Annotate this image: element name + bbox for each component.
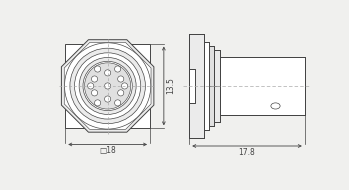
Text: 17.8: 17.8 [239, 148, 255, 157]
Circle shape [121, 83, 128, 89]
Circle shape [118, 90, 124, 96]
Circle shape [114, 100, 121, 106]
Bar [209, 46, 214, 126]
Polygon shape [64, 43, 151, 129]
Bar [65, 44, 150, 128]
Text: 13.5: 13.5 [166, 78, 175, 94]
Bar [189, 69, 195, 103]
Bar [189, 34, 204, 138]
Circle shape [105, 96, 111, 102]
Ellipse shape [271, 103, 280, 109]
Circle shape [91, 90, 98, 96]
Circle shape [105, 70, 111, 76]
Circle shape [105, 83, 111, 89]
Circle shape [118, 76, 124, 82]
Circle shape [83, 61, 132, 111]
Bar [214, 50, 220, 122]
Bar [204, 42, 209, 130]
Circle shape [70, 48, 146, 124]
Circle shape [95, 100, 101, 106]
Circle shape [114, 66, 121, 72]
Circle shape [88, 83, 94, 89]
Text: □18: □18 [99, 146, 116, 155]
Circle shape [84, 63, 131, 109]
Circle shape [91, 76, 98, 82]
Circle shape [95, 66, 101, 72]
Circle shape [75, 53, 141, 119]
Bar [220, 57, 305, 115]
Polygon shape [61, 40, 154, 132]
Circle shape [79, 57, 136, 114]
Circle shape [65, 43, 151, 129]
